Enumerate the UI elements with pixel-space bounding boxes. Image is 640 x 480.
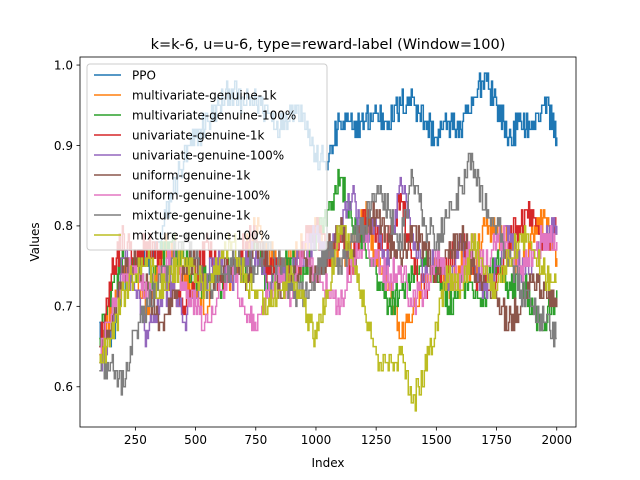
y-tick-label: 0.9	[54, 139, 73, 153]
axes: 250 500 750 1000 1250 1500 1750 2000 0.6 0.7 0.8 0.…	[54, 56, 577, 447]
legend: PPO multivariate-genuine-1k multivariate-g…	[86, 63, 328, 251]
legend-label: multivariate-genuine-1k	[132, 88, 277, 102]
y-tick-label: 0.6	[54, 380, 73, 394]
series-line-mixture-genuine-100%	[99, 225, 557, 412]
x-tick-label: 1500	[421, 433, 452, 447]
y-tick-label: 0.7	[54, 300, 73, 314]
legend-label: uniform-genuine-1k	[132, 168, 250, 182]
legend-box	[86, 63, 328, 251]
y-tick-label: 0.8	[54, 219, 73, 233]
x-tick-label: 1250	[361, 433, 392, 447]
legend-label: uniform-genuine-100%	[132, 188, 270, 202]
y-axis-label: Values	[28, 222, 42, 261]
legend-label: univariate-genuine-100%	[132, 148, 284, 162]
y-tick-label: 1.0	[54, 58, 73, 72]
legend-label: mixture-genuine-100%	[132, 228, 270, 242]
x-tick-label: 1000	[301, 433, 332, 447]
series-line-uniform-genuine-1k	[99, 201, 558, 348]
x-tick-label: 1750	[481, 433, 512, 447]
legend-label: mixture-genuine-1k	[132, 208, 250, 222]
axes-frame	[79, 56, 577, 428]
legend-label: multivariate-genuine-100%	[132, 108, 296, 122]
x-axis-label: Index	[311, 456, 344, 470]
legend-label: PPO	[132, 68, 156, 82]
legend-label: univariate-genuine-1k	[132, 128, 265, 142]
chart-title: k=k-6, u=u-6, type=reward-label (Window=…	[151, 37, 506, 53]
x-tick-label: 500	[184, 433, 207, 447]
x-tick-label: 750	[244, 433, 267, 447]
x-tick-label: 2000	[541, 433, 572, 447]
x-tick-label: 250	[124, 433, 147, 447]
